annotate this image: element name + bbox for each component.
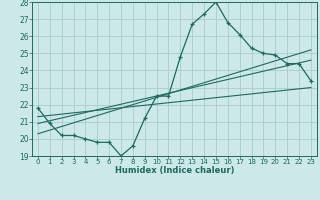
X-axis label: Humidex (Indice chaleur): Humidex (Indice chaleur) (115, 166, 234, 175)
